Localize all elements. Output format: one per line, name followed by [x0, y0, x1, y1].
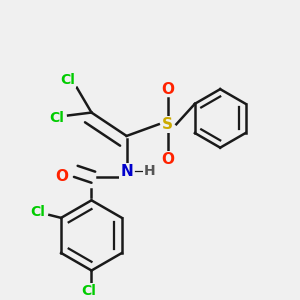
Text: Cl: Cl	[61, 74, 76, 87]
Text: Cl: Cl	[81, 284, 96, 298]
Text: Cl: Cl	[49, 111, 64, 125]
Text: O: O	[56, 169, 69, 184]
Text: Cl: Cl	[30, 205, 45, 219]
Text: O: O	[161, 152, 174, 167]
Text: S: S	[162, 117, 173, 132]
Text: N: N	[120, 164, 133, 178]
Text: H: H	[144, 164, 156, 178]
Text: O: O	[161, 82, 174, 97]
